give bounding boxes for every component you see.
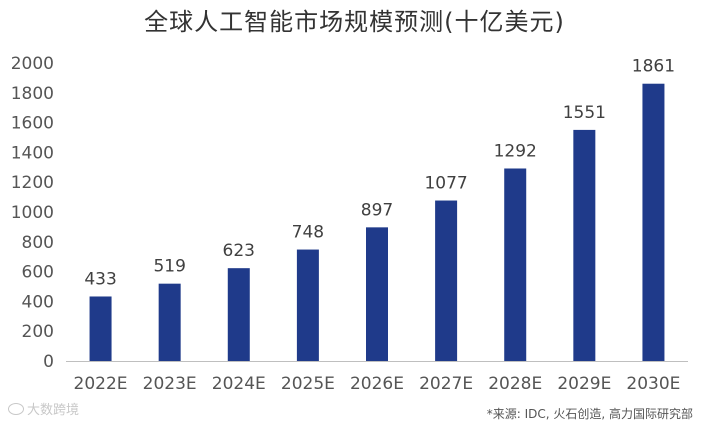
data-label: 623 — [223, 241, 255, 261]
data-label: 433 — [84, 269, 116, 289]
y-tick-label: 1200 — [11, 173, 54, 193]
x-tick-label: 2028E — [488, 374, 542, 394]
bar — [504, 168, 527, 361]
y-tick-label: 2000 — [11, 54, 54, 74]
bar — [573, 129, 596, 361]
y-tick-label: 200 — [22, 322, 54, 342]
data-label: 1292 — [494, 141, 537, 161]
bar — [158, 283, 181, 361]
x-tick-label: 2025E — [281, 374, 335, 394]
x-tick-label: 2030E — [626, 374, 680, 394]
x-tick-label: 2027E — [419, 374, 473, 394]
y-tick-label: 800 — [22, 233, 54, 253]
bar — [296, 249, 319, 361]
y-tick-label: 0 — [43, 352, 54, 372]
bar — [366, 227, 388, 361]
bar — [435, 200, 458, 361]
data-label: 1551 — [563, 103, 606, 123]
bar — [89, 296, 112, 361]
chart-title: 全球人工智能市场规模预测(十亿美元) — [144, 8, 565, 36]
watermark: 大数跨境 — [8, 399, 79, 418]
bar — [227, 268, 250, 361]
x-tick-label: 2023E — [143, 374, 197, 394]
watermark-text: 大数跨境 — [27, 403, 80, 418]
watermark-logo-icon — [8, 402, 24, 415]
x-tick-label: 2024E — [212, 374, 266, 394]
data-label: 748 — [292, 223, 324, 243]
x-tick-label: 2029E — [557, 374, 611, 394]
y-tick-label: 400 — [22, 292, 54, 312]
bar — [642, 83, 665, 361]
x-tick-label: 2026E — [350, 374, 404, 394]
data-label: 519 — [153, 257, 185, 277]
data-label: 1861 — [632, 57, 675, 77]
source-note: *来源: IDC, 火石创造, 高力国际研究部 — [486, 407, 693, 421]
x-tick-label: 2022E — [74, 374, 128, 394]
y-tick-label: 600 — [22, 263, 54, 283]
data-label: 1077 — [424, 174, 467, 194]
data-label: 897 — [361, 200, 393, 220]
y-tick-label: 1000 — [11, 203, 54, 223]
y-tick-label: 1400 — [11, 143, 54, 163]
y-tick-label: 1600 — [11, 114, 54, 134]
y-tick-label: 1800 — [11, 84, 54, 104]
